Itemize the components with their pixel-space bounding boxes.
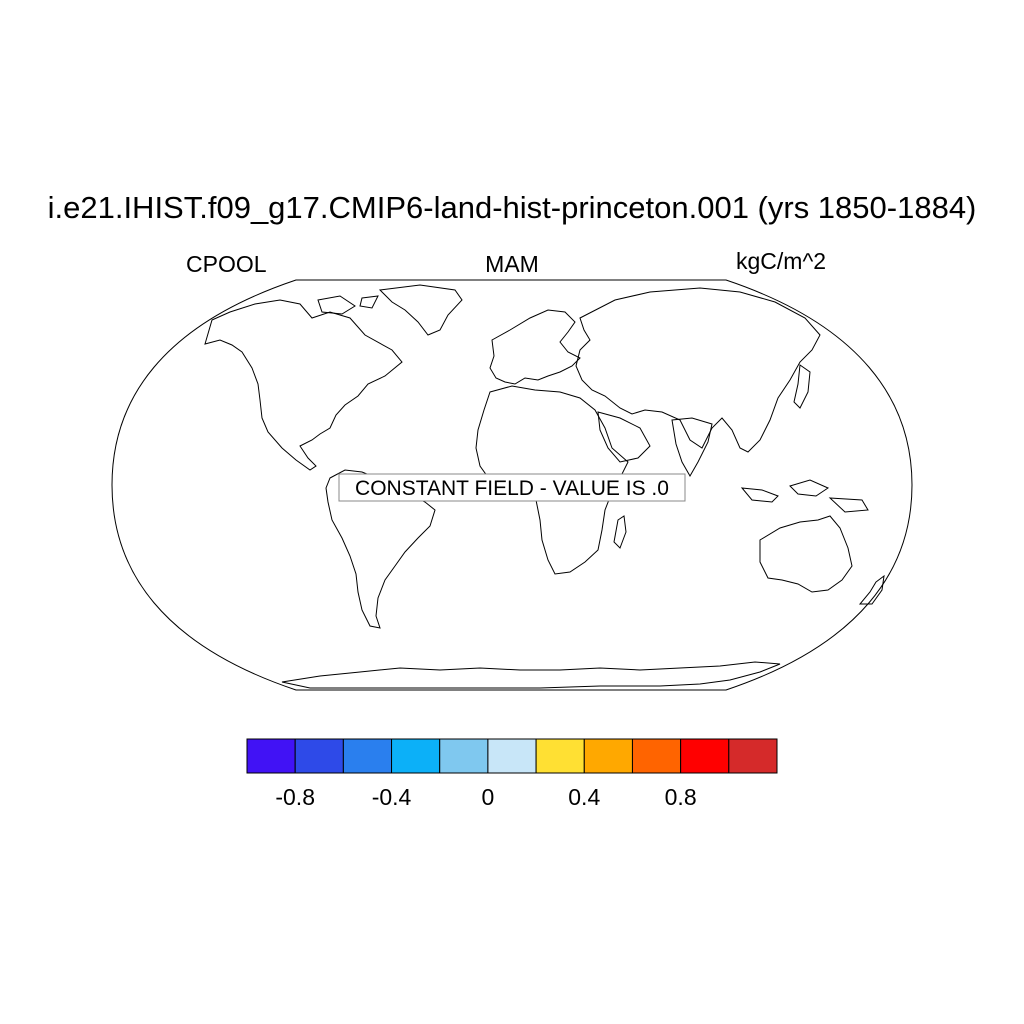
colorbar-swatch [294, 738, 344, 774]
coastline-north-america [204, 299, 403, 471]
colorbar-swatch [342, 738, 393, 774]
coastline-antarctica [281, 661, 781, 689]
colorbar-swatch [680, 738, 730, 774]
constant-field-box [338, 473, 686, 502]
coastline-india [671, 417, 713, 478]
colorbar-swatch [487, 738, 537, 774]
colorbar-swatch [439, 738, 489, 774]
colorbar-labels: -0.8 -0.4 0 0.4 0.8 [275, 784, 696, 810]
colorbar [246, 738, 778, 774]
coastline-asia [575, 287, 821, 453]
units-label: kgC/m^2 [736, 248, 827, 274]
coastline-australia [759, 515, 853, 593]
variable-name: CPOOL [186, 251, 267, 277]
coastline-indonesia [740, 479, 869, 513]
colorbar-tick-label: 0.8 [665, 784, 697, 810]
constant-field-notice: CONSTANT FIELD - VALUE IS .0 [355, 477, 669, 500]
colorbar-swatch [728, 738, 778, 774]
coastline-madagascar [613, 515, 627, 549]
coastline-arctic-islands [317, 295, 379, 315]
coastline-arabia [597, 411, 651, 463]
season-label: MAM [485, 251, 539, 277]
colorbar-tick-label: -0.4 [372, 784, 412, 810]
coastline-japan [793, 364, 811, 409]
coastline-greenland [378, 284, 463, 336]
colorbar-tick-label: -0.8 [275, 784, 315, 810]
coastline-europe [489, 309, 581, 385]
colorbar-tick-label: 0.4 [568, 784, 600, 810]
colorbar-swatch [535, 738, 585, 774]
colorbar-tick-label: 0 [482, 784, 495, 810]
coastlines [204, 284, 885, 689]
colorbar-swatch [391, 738, 441, 774]
plot-title: i.e21.IHIST.f09_g17.CMIP6-land-hist-prin… [47, 190, 977, 225]
colorbar-swatch [631, 738, 682, 774]
map-outline [111, 279, 913, 691]
colorbar-swatch [583, 738, 633, 774]
coastline-new-zealand [858, 574, 885, 605]
colorbar-swatch [246, 738, 296, 774]
